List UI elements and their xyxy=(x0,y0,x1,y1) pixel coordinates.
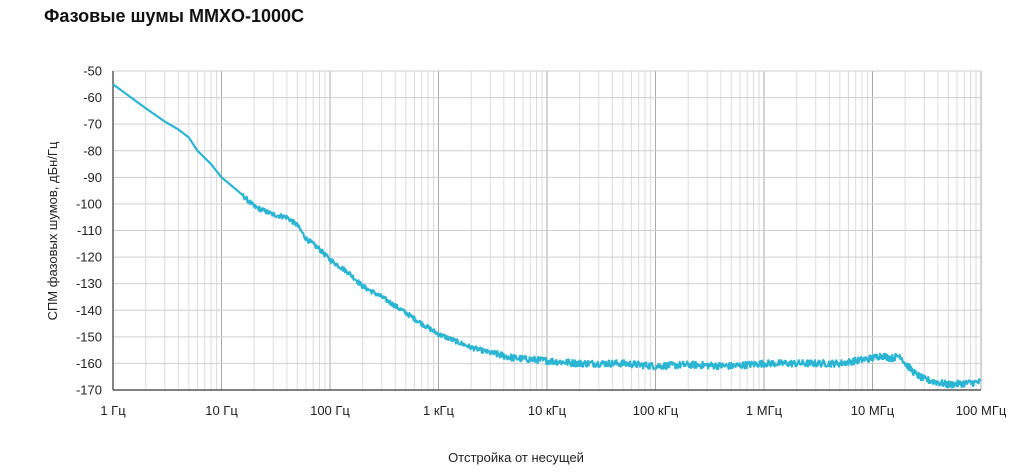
y-tick-label: -160 xyxy=(76,356,102,371)
y-tick-label: -70 xyxy=(83,117,102,132)
chart-title: Фазовые шумы MMXO-1000C xyxy=(44,6,305,26)
tick-labels: -50 -60 -70 -80 -90 -100 -110 -120 -130 -140 -150 -… xyxy=(76,64,1007,419)
phase-noise-series-line xyxy=(112,83,982,389)
y-axis-label: СПМ фазовых шумов, дБн/Гц xyxy=(45,141,60,320)
axes xyxy=(112,71,981,391)
y-tick-label: -80 xyxy=(83,143,102,158)
y-tick-label: -50 xyxy=(83,64,102,79)
y-tick-label: -60 xyxy=(83,90,102,105)
x-tick-label: 1 МГц xyxy=(746,403,783,418)
y-tick-label: -130 xyxy=(76,276,102,291)
x-tick-label: 100 МГц xyxy=(956,403,1007,418)
y-tick-label: -140 xyxy=(76,303,102,318)
y-tick-label: -120 xyxy=(76,250,102,265)
x-axis-label: Отстройка от несущей xyxy=(448,450,584,465)
x-tick-label: 1 Гц xyxy=(100,403,126,418)
y-tick-label: -150 xyxy=(76,329,102,344)
series-layer xyxy=(112,83,982,389)
x-tick-label: 10 кГц xyxy=(528,403,567,418)
y-tick-label: -110 xyxy=(77,223,102,238)
y-tick-label: -90 xyxy=(83,170,102,185)
x-tick-label: 10 МГц xyxy=(851,403,895,418)
x-tick-label: 10 Гц xyxy=(205,403,238,418)
y-tick-label: -100 xyxy=(76,196,102,211)
x-tick-label: 100 Гц xyxy=(310,403,350,418)
grid xyxy=(112,70,982,391)
x-tick-label: 1 кГц xyxy=(423,403,455,418)
y-tick-label: -170 xyxy=(76,383,102,398)
x-tick-label: 100 кГц xyxy=(633,403,679,418)
